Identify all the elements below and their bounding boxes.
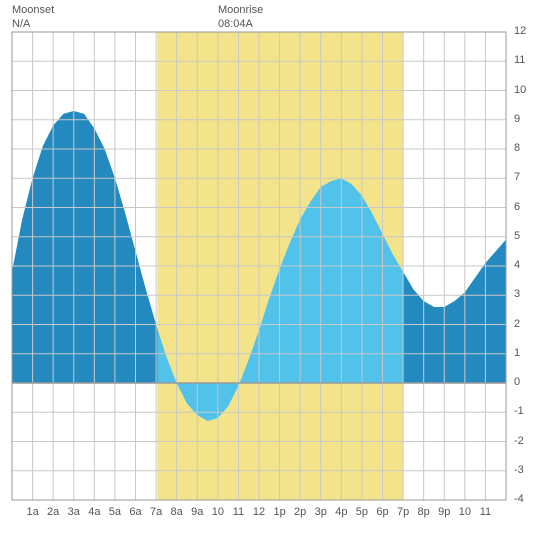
y-tick-label: 12 [514,25,526,37]
x-tick-label: 11 [228,506,248,518]
x-tick-label: 10 [455,506,475,518]
x-tick-label: 6p [373,506,393,518]
x-tick-label: 5a [105,506,125,518]
x-tick-label: 5p [352,506,372,518]
y-tick-label: 6 [514,201,520,213]
y-tick-label: 0 [514,376,520,388]
x-tick-label: 9a [187,506,207,518]
y-tick-label: 8 [514,142,520,154]
x-tick-label: 1a [23,506,43,518]
x-tick-label: 8a [167,506,187,518]
y-tick-label: 2 [514,318,520,330]
y-tick-label: -4 [514,493,524,505]
tide-chart [0,0,550,550]
x-tick-label: 3p [311,506,331,518]
x-tick-label: 6a [126,506,146,518]
y-tick-label: 5 [514,230,520,242]
y-tick-label: -3 [514,464,524,476]
x-tick-label: 8p [414,506,434,518]
x-tick-label: 7a [146,506,166,518]
y-tick-label: -1 [514,405,524,417]
y-tick-label: 10 [514,84,526,96]
x-tick-label: 11 [475,506,495,518]
x-tick-label: 3a [64,506,84,518]
x-tick-label: 10 [208,506,228,518]
x-tick-label: 9p [434,506,454,518]
y-tick-label: 9 [514,113,520,125]
y-tick-label: 1 [514,347,520,359]
x-tick-label: 2p [290,506,310,518]
x-tick-label: 4a [84,506,104,518]
x-tick-label: 4p [331,506,351,518]
y-tick-label: 7 [514,171,520,183]
x-tick-label: 1p [270,506,290,518]
x-tick-label: 7p [393,506,413,518]
y-tick-label: 11 [514,54,525,66]
y-tick-label: -2 [514,435,524,447]
y-tick-label: 3 [514,288,520,300]
x-tick-label: 2a [43,506,63,518]
y-tick-label: 4 [514,259,520,271]
x-tick-label: 12 [249,506,269,518]
